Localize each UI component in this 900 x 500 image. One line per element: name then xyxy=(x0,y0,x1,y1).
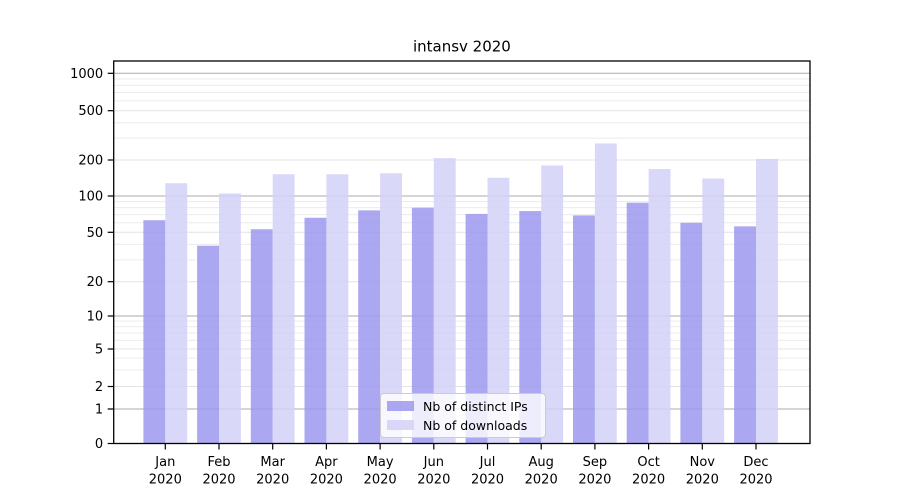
legend-swatch-downloads xyxy=(387,420,414,430)
bar-downloads-apr xyxy=(326,174,349,444)
x-tick-label-year: 2020 xyxy=(686,473,719,488)
y-tick-label: 0 xyxy=(95,437,103,452)
bar-ips-feb xyxy=(197,245,219,444)
legend: Nb of distinct IPs Nb of downloads xyxy=(380,393,546,438)
legend-item-distinct-ips: Nb of distinct IPs xyxy=(387,398,539,414)
x-tick-label-month: Feb xyxy=(207,455,230,470)
bar-downloads-sep xyxy=(594,143,617,444)
legend-swatch-distinct-ips xyxy=(387,401,414,411)
bar-downloads-nov xyxy=(702,178,725,444)
x-tick-label-year: 2020 xyxy=(471,473,504,488)
bar-downloads-aug xyxy=(541,165,564,444)
y-tick-label: 1 xyxy=(95,403,103,418)
bar-downloads-may xyxy=(380,173,402,444)
x-tick-label-month: Dec xyxy=(743,455,768,470)
y-tick-label: 1000 xyxy=(70,67,103,82)
bar-downloads-dec xyxy=(756,158,778,444)
bar-ips-jun xyxy=(411,207,434,444)
bar-ips-jul xyxy=(465,213,488,444)
x-tick-label-month: Jun xyxy=(423,455,444,470)
bar-downloads-feb xyxy=(219,193,241,444)
y-tick-label: 5 xyxy=(95,343,103,358)
x-tick-label-month: May xyxy=(367,455,394,470)
legend-label-downloads: Nb of downloads xyxy=(423,417,528,433)
chart-title: intansv 2020 xyxy=(413,38,511,56)
x-tick-label-year: 2020 xyxy=(149,473,182,488)
x-tick-label-month: Jan xyxy=(154,455,175,470)
plot-border xyxy=(113,60,811,445)
bar-downloads-oct xyxy=(648,169,671,444)
bar-ips-jan xyxy=(143,220,166,444)
bar-downloads-jul xyxy=(487,177,510,444)
bar-ips-mar xyxy=(250,229,273,444)
bar-downloads-jun xyxy=(433,158,456,444)
x-tick-label-month: Apr xyxy=(315,455,338,470)
x-tick-label-year: 2020 xyxy=(310,473,343,488)
x-tick-label-month: Aug xyxy=(529,455,554,470)
x-tick-label-month: Oct xyxy=(637,455,659,470)
x-tick-label-month: Jul xyxy=(479,455,496,470)
x-tick-label-year: 2020 xyxy=(256,473,289,488)
bar-ips-nov xyxy=(680,222,703,444)
legend-item-downloads: Nb of downloads xyxy=(387,417,539,433)
bar-ips-apr xyxy=(304,217,327,444)
x-tick-label-year: 2020 xyxy=(417,473,450,488)
x-tick-label-month: Nov xyxy=(690,455,716,470)
x-tick-label-year: 2020 xyxy=(632,473,665,488)
bar-downloads-jan xyxy=(165,183,188,444)
y-tick-label: 20 xyxy=(87,275,104,290)
y-tick-label: 100 xyxy=(78,190,103,205)
x-tick-label-year: 2020 xyxy=(525,473,558,488)
bar-downloads-mar xyxy=(272,174,295,444)
x-tick-label-year: 2020 xyxy=(364,473,397,488)
x-tick-label-year: 2020 xyxy=(739,473,772,488)
y-tick-label: 2 xyxy=(95,380,103,395)
plot-area: 10005002001005020105210Jan2020Feb2020Mar… xyxy=(70,60,811,488)
bar-ips-oct xyxy=(626,202,649,444)
legend-label-distinct-ips: Nb of distinct IPs xyxy=(423,398,528,414)
bar-ips-aug xyxy=(519,211,542,444)
bar-ips-may xyxy=(358,210,381,444)
y-tick-label: 10 xyxy=(87,310,104,325)
x-tick-label-month: Sep xyxy=(583,455,608,470)
y-tick-label: 200 xyxy=(78,154,103,169)
bar-ips-sep xyxy=(573,215,595,444)
y-tick-label: 500 xyxy=(78,104,103,119)
x-tick-label-year: 2020 xyxy=(202,473,235,488)
y-tick-label: 50 xyxy=(87,226,104,241)
bar-ips-dec xyxy=(734,226,756,444)
x-tick-label-month: Mar xyxy=(260,455,285,470)
x-tick-label-year: 2020 xyxy=(578,473,611,488)
